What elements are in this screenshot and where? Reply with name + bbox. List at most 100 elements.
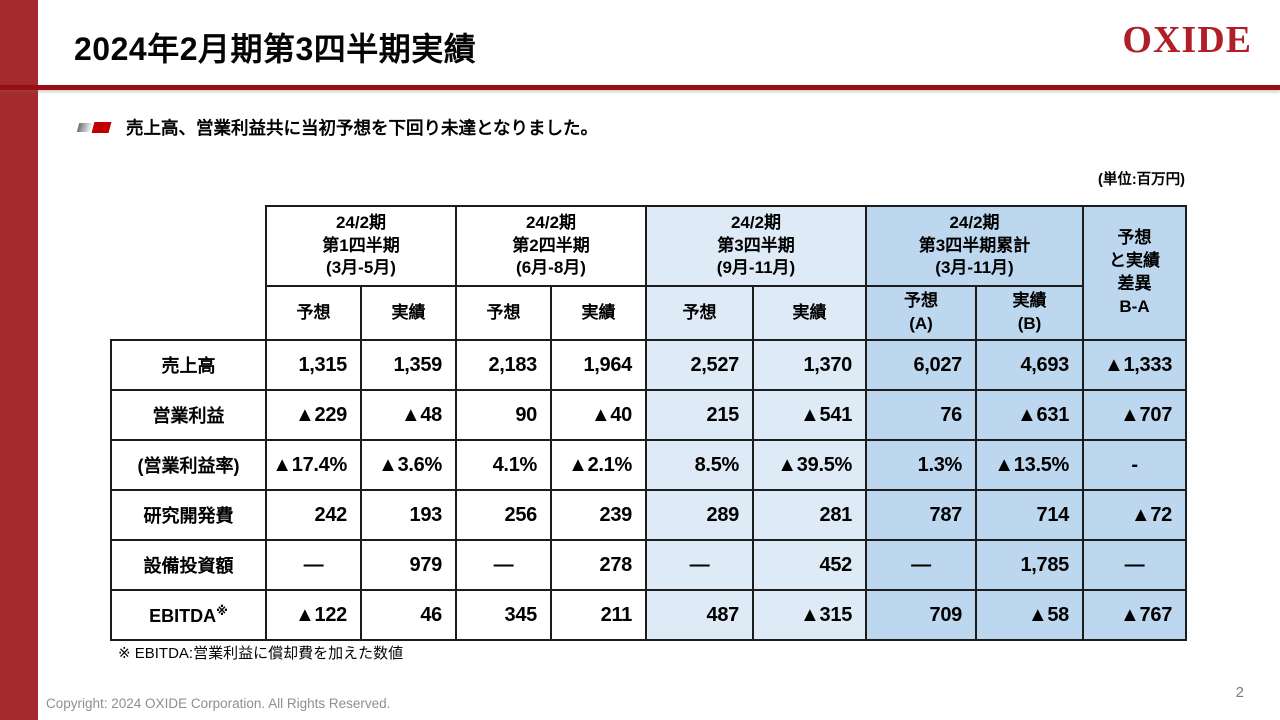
table-cell: 215 (645, 389, 754, 441)
table-cell: — (1082, 539, 1188, 591)
header-group-cumulative: 24/2期 第3四半期累計 (3月-11月) (865, 205, 1085, 287)
title-divider (0, 85, 1280, 90)
header-text: 第3四半期 (717, 235, 795, 255)
page-number: 2 (1235, 684, 1244, 701)
table-cell: 787 (865, 489, 978, 541)
header-text: 第3四半期累計 (918, 235, 1031, 255)
table-row-ebitda: EBITDA※ ▲122 46 345 211 487 ▲315 709 ▲58… (110, 589, 1188, 641)
header-text: (3月-5月) (326, 258, 396, 278)
row-label: 設備投資額 (110, 539, 267, 591)
header-blank-cell (111, 206, 266, 340)
table-cell: ▲707 (1082, 389, 1188, 441)
table-cell: 345 (455, 589, 552, 641)
table-row-operating-profit: 営業利益 ▲229 ▲48 90 ▲40 215 ▲541 76 ▲631 ▲7… (110, 389, 1188, 441)
table-cell: 46 (360, 589, 457, 641)
header-text: 実績 (1012, 291, 1047, 311)
row-label: 営業利益 (110, 389, 267, 441)
table-row-rd-expenses: 研究開発費 242 193 256 239 289 281 787 714 ▲7… (110, 489, 1188, 541)
header-text: 24/2期 (335, 212, 387, 232)
footnote: ※ EBITDA:営業利益に償却費を加えた数値 (118, 645, 404, 662)
table-cell: 6,027 (865, 339, 978, 391)
header-text: 24/2期 (525, 212, 577, 232)
table-cell: 487 (645, 589, 754, 641)
table-cell: 452 (751, 539, 868, 591)
header-text: と実績 (1109, 251, 1161, 271)
subheader-forecast: 予想 (645, 285, 754, 341)
table-cell: — (645, 539, 754, 591)
table-cell: 256 (455, 489, 552, 541)
subheader-forecast: 予想 (265, 285, 362, 341)
table-cell: ▲2.1% (550, 439, 647, 491)
table-cell: ▲122 (265, 589, 362, 641)
copyright: Copyright: 2024 OXIDE Corporation. All R… (46, 696, 391, 711)
table-cell: — (265, 539, 362, 591)
header-text: 差異 (1117, 274, 1152, 293)
header-text: 24/2期 (949, 212, 1000, 232)
table-cell: — (455, 539, 552, 591)
table-cell: 709 (865, 589, 978, 641)
table-row-sales: 売上高 1,315 1,359 2,183 1,964 2,527 1,370 … (110, 339, 1188, 391)
header-text: B-A (1119, 296, 1150, 316)
table-cell: 1,370 (751, 339, 868, 391)
table-cell: 1,315 (265, 339, 362, 391)
header-text: 第1四半期 (322, 235, 400, 255)
table-cell: ▲72 (1082, 489, 1188, 541)
page-title: 2024年2月期第3四半期実績 (74, 31, 477, 67)
header-text: 予想 (1117, 228, 1152, 248)
table-cell: ▲17.4% (265, 439, 362, 491)
table-cell: ▲631 (975, 389, 1085, 441)
header-group-q1: 24/2期 第1四半期 (3月-5月) (265, 205, 457, 287)
bullet-icon (76, 121, 112, 133)
table-cell: ▲3.6% (360, 439, 457, 491)
row-label: EBITDA※ (110, 589, 267, 641)
row-label: 売上高 (110, 339, 267, 391)
table-cell: ▲13.5% (975, 439, 1085, 491)
table-cell: 278 (550, 539, 647, 591)
table-cell: 289 (645, 489, 754, 541)
table-cell: 1.3% (865, 439, 978, 491)
table-row-operating-margin: (営業利益率) ▲17.4% ▲3.6% 4.1% ▲2.1% 8.5% ▲39… (110, 439, 1188, 491)
subheader-actual: 実績 (751, 285, 868, 341)
table-cell: ▲541 (751, 389, 868, 441)
table-cell: 76 (865, 389, 978, 441)
table-cell: 211 (550, 589, 647, 641)
table-cell: 8.5% (645, 439, 754, 491)
table-cell: ▲48 (360, 389, 457, 441)
header-text: 予想 (904, 291, 939, 311)
subheader-actual-b: 実績 (B) (975, 285, 1085, 341)
key-message: 売上高、営業利益共に当初予想を下回り未達となりました。 (126, 117, 598, 138)
table-cell: 2,527 (645, 339, 754, 391)
table-cell: 4,693 (975, 339, 1085, 391)
table-cell: 90 (455, 389, 552, 441)
table-cell: 979 (360, 539, 457, 591)
table-cell: ▲58 (975, 589, 1085, 641)
table-cell: 1,785 (975, 539, 1085, 591)
table-cell: 242 (265, 489, 362, 541)
unit-note: (単位:百万円) (1098, 172, 1185, 188)
table-cell: ▲1,333 (1082, 339, 1188, 391)
header-text: 24/2期 (730, 212, 782, 232)
header-text: (B) (1017, 314, 1042, 333)
header-text: 第2四半期 (512, 235, 590, 255)
table-cell: 193 (360, 489, 457, 541)
header-group-q3: 24/2期 第3四半期 (9月-11月) (644, 205, 868, 287)
table-row-capex: 設備投資額 — 979 — 278 — 452 — 1,785 — (110, 539, 1188, 591)
table-cell: ▲315 (751, 589, 868, 641)
header-text: (6月-8月) (516, 258, 586, 278)
key-message-row: 売上高、営業利益共に当初予想を下回り未達となりました。 (76, 116, 598, 138)
table-cell: 714 (975, 489, 1085, 541)
row-label: 研究開発費 (110, 489, 267, 541)
footnote-marker: ※ (216, 603, 228, 618)
header-diff: 予想 と実績 差異 B-A (1082, 205, 1188, 341)
table-cell: 2,183 (455, 339, 552, 391)
header-group-q2: 24/2期 第2四半期 (6月-8月) (455, 205, 647, 287)
table-cell: ▲40 (550, 389, 647, 441)
table-cell: ▲229 (265, 389, 362, 441)
table-cell: 4.1% (455, 439, 552, 491)
subheader-actual: 実績 (360, 285, 457, 341)
table-cell: — (865, 539, 978, 591)
table-cell: ▲767 (1082, 589, 1188, 641)
table-cell: 239 (550, 489, 647, 541)
subheader-forecast-a: 予想 (A) (865, 285, 978, 341)
